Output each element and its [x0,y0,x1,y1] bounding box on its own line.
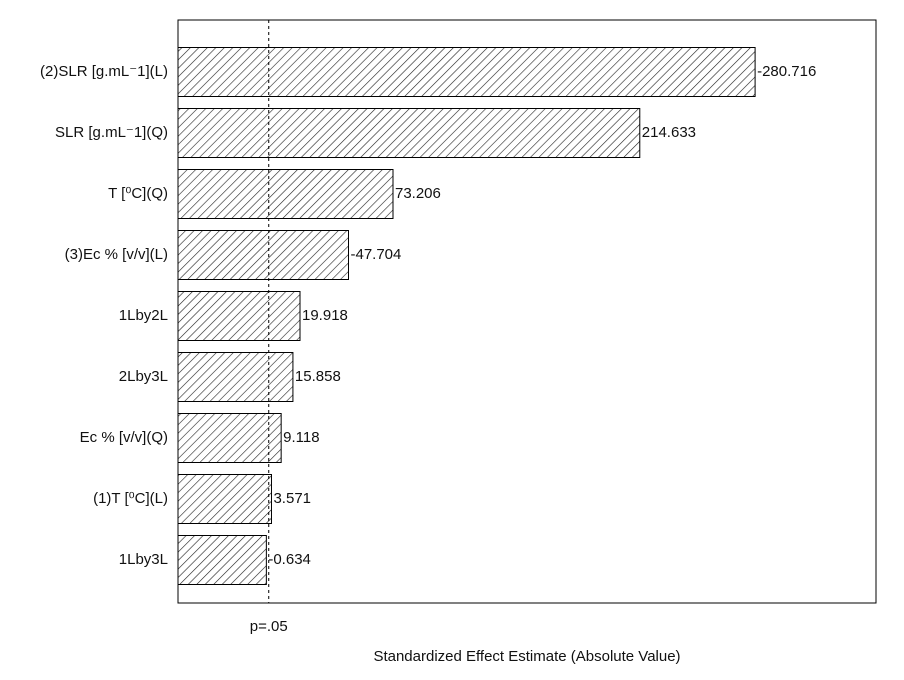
bar [177,291,301,341]
y-tick-label: T [⁰C](Q) [108,185,168,202]
value-label: 73.206 [395,185,441,202]
value-label: 15.858 [295,368,341,385]
y-tick-label: 1Lby3L [119,551,168,568]
y-tick-label: (1)T [⁰C](L) [93,490,168,507]
bar [177,413,282,463]
y-tick-label: (2)SLR [g.mL⁻1](L) [40,63,168,80]
bar [177,108,641,158]
value-label: 214.633 [642,124,696,141]
bar [177,230,349,280]
bar [177,535,267,585]
value-label: 3.571 [273,490,311,507]
y-tick-label: Ec % [v/v](Q) [80,429,168,446]
bar [177,352,294,402]
y-tick-label: 2Lby3L [119,368,168,385]
y-tick-label: 1Lby2L [119,307,168,324]
y-tick-label: (3)Ec % [v/v](L) [65,246,168,263]
y-tick-label: SLR [g.mL⁻1](Q) [55,124,168,141]
reference-label: p=.05 [250,618,288,635]
bar [177,474,272,524]
value-label: 9.118 [283,429,319,446]
value-label: 19.918 [302,307,348,324]
value-label: -0.634 [268,551,311,568]
bar [177,47,756,97]
bar [177,169,394,219]
x-axis-label: Standardized Effect Estimate (Absolute V… [373,648,680,665]
value-label: -47.704 [350,246,401,263]
value-label: -280.716 [757,63,816,80]
